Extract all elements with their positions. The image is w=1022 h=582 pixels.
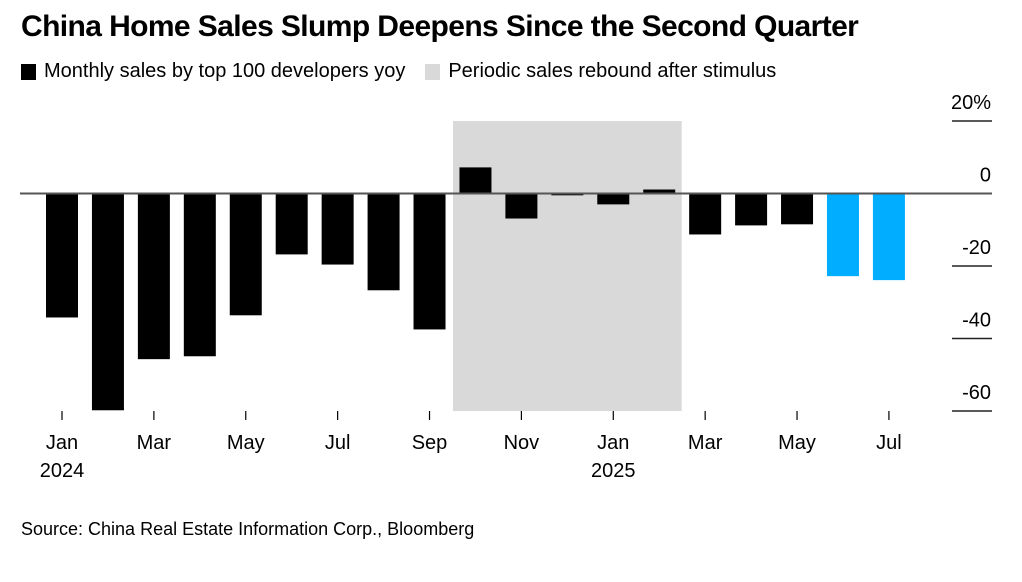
x-tick-label: Jan xyxy=(597,432,629,454)
shaded-region-rebound xyxy=(452,121,682,411)
bar-oct-2024 xyxy=(459,167,492,194)
x-tick-year-label: 2025 xyxy=(591,460,636,482)
legend-item-monthly-sales: Monthly sales by top 100 developers yoy xyxy=(21,60,405,83)
y-tick-label: 20% xyxy=(951,92,991,114)
bar-sep-2024 xyxy=(413,193,446,330)
bar-apr-2025 xyxy=(735,193,768,226)
bar-jun-2024 xyxy=(275,193,308,255)
bar-jul-2025 xyxy=(872,193,905,281)
x-tick-label: Nov xyxy=(504,432,540,454)
x-tick-label: Mar xyxy=(688,432,723,454)
legend-swatch-gray-square-icon xyxy=(425,63,441,80)
x-tick-label: May xyxy=(778,432,816,454)
legend-label-rebound-period: Periodic sales rebound after stimulus xyxy=(448,60,777,82)
bar-jun-2025 xyxy=(826,193,859,277)
y-tick-label: -20 xyxy=(962,237,991,259)
bar-feb-2024 xyxy=(91,193,124,411)
bar-may-2024 xyxy=(229,193,262,316)
y-tick-label: -40 xyxy=(962,310,991,332)
x-axis: Jan 2024 Mar May Jul Sep Nov Jan 2025 Mar May Jul xyxy=(40,411,902,482)
x-tick-label: Jan xyxy=(46,432,78,454)
legend: Monthly sales by top 100 developers yoy … xyxy=(21,60,796,83)
bar-may-2025 xyxy=(781,193,814,225)
x-tick-label: Sep xyxy=(412,432,448,454)
x-tick-year-label: 2024 xyxy=(40,460,85,482)
bar-feb-2025 xyxy=(643,189,676,194)
bar-jan-2025 xyxy=(597,193,630,205)
bar-mar-2025 xyxy=(689,193,722,235)
bar-nov-2024 xyxy=(505,193,538,219)
legend-swatch-black-square-icon xyxy=(21,63,36,80)
source-note: Source: China Real Estate Information Co… xyxy=(21,519,475,539)
x-tick-label: Jul xyxy=(876,432,902,454)
legend-item-rebound-period: Periodic sales rebound after stimulus xyxy=(425,60,776,83)
bar-mar-2024 xyxy=(137,193,170,360)
bar-jan-2024 xyxy=(46,193,78,318)
x-tick-label: Jul xyxy=(325,432,351,454)
x-tick-label: May xyxy=(227,432,265,454)
y-axis: 20% 0 -20 -40 -60 xyxy=(951,92,992,412)
x-tick-label: Mar xyxy=(137,432,172,454)
y-tick-label: 0 xyxy=(980,165,991,187)
y-tick-label: -60 xyxy=(962,382,991,404)
bar-jul-2024 xyxy=(321,193,354,265)
bar-aug-2024 xyxy=(367,193,400,291)
chart-title: China Home Sales Slump Deepens Since the… xyxy=(21,10,859,43)
shade-layer xyxy=(452,121,682,411)
legend-label-monthly-sales: Monthly sales by top 100 developers yoy xyxy=(44,60,406,82)
bars-layer xyxy=(46,167,905,411)
bar-apr-2024 xyxy=(183,193,216,357)
